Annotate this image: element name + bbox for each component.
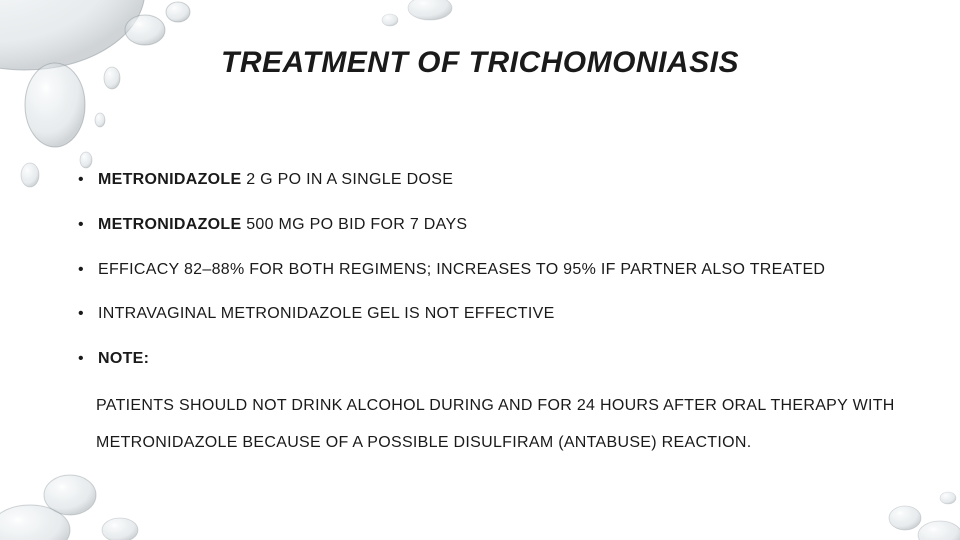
bullet-list: METRONIDAZOLE 2 G PO IN A SINGLE DOSE ME…	[78, 170, 900, 370]
bullet-text: EFFICACY 82–88% FOR BOTH REGIMENS; INCRE…	[98, 261, 825, 278]
slide-title: TREATMENT OF TRICHOMONIASIS	[0, 46, 960, 80]
note-text: PATIENTS SHOULD NOT DRINK ALCOHOL DURING…	[78, 388, 900, 462]
bullet-text: 2 G PO IN A SINGLE DOSE	[241, 171, 453, 188]
bullet-text: INTRAVAGINAL METRONIDAZOLE GEL IS NOT EF…	[98, 305, 555, 322]
bullet-bold: METRONIDAZOLE	[98, 171, 241, 188]
bullet-item: EFFICACY 82–88% FOR BOTH REGIMENS; INCRE…	[78, 260, 900, 281]
bullet-bold: METRONIDAZOLE	[98, 216, 241, 233]
bullet-item: INTRAVAGINAL METRONIDAZOLE GEL IS NOT EF…	[78, 304, 900, 325]
slide: TREATMENT OF TRICHOMONIASIS METRONIDAZOL…	[0, 0, 960, 540]
bullet-item: NOTE:	[78, 349, 900, 370]
bullet-bold: NOTE:	[98, 350, 149, 367]
slide-content: METRONIDAZOLE 2 G PO IN A SINGLE DOSE ME…	[78, 170, 900, 462]
bullet-item: METRONIDAZOLE 2 G PO IN A SINGLE DOSE	[78, 170, 900, 191]
bullet-item: METRONIDAZOLE 500 MG PO BID FOR 7 DAYS	[78, 215, 900, 236]
bullet-text: 500 MG PO BID FOR 7 DAYS	[241, 216, 467, 233]
